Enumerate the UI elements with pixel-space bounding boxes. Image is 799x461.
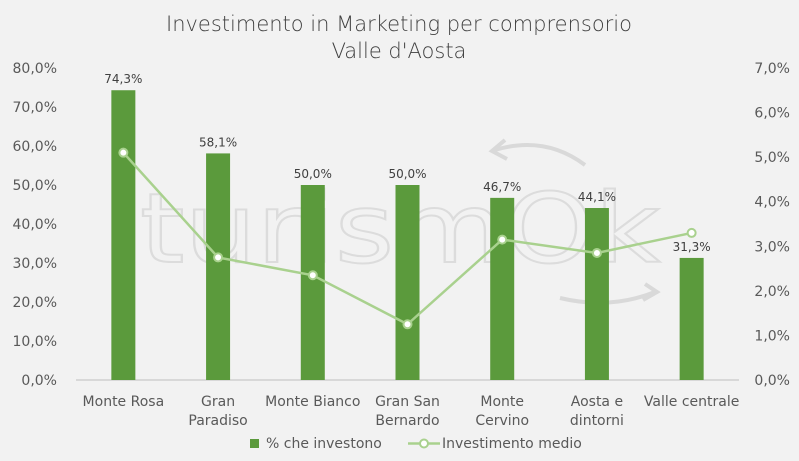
y-right-tick-label: 5,0% bbox=[754, 150, 790, 166]
line-series bbox=[118, 147, 697, 330]
line-point bbox=[118, 147, 129, 158]
y-left-tick-label: 0,0% bbox=[21, 373, 57, 389]
bar bbox=[206, 153, 231, 380]
chart-title-line-2: Valle d'Aosta bbox=[332, 39, 467, 63]
line-point bbox=[402, 319, 413, 330]
y-left-tick-label: 40,0% bbox=[13, 217, 57, 233]
bar-data-label: 46,7% bbox=[483, 180, 521, 194]
category-label: Valle centrale bbox=[644, 394, 739, 410]
y-left-tick-label: 30,0% bbox=[13, 256, 57, 272]
y-right-tick-label: 0,0% bbox=[754, 373, 790, 389]
y-right-tick-label: 1,0% bbox=[754, 328, 790, 344]
bar bbox=[679, 257, 704, 380]
bar-data-label: 44,1% bbox=[578, 190, 616, 204]
category-label: dintorni bbox=[570, 413, 624, 429]
y-left-tick-label: 20,0% bbox=[13, 295, 57, 311]
category-label: Gran bbox=[201, 394, 235, 410]
bar-data-label: 50,0% bbox=[388, 167, 426, 181]
category-label: Paradiso bbox=[188, 413, 247, 429]
bar bbox=[584, 208, 609, 380]
y-left-tick-label: 10,0% bbox=[13, 334, 57, 350]
data-labels: 74,3% 58,1% 50,0% 50,0% 46,7% 44,1% 31,3% bbox=[104, 72, 710, 254]
legend-bar-swatch bbox=[250, 439, 259, 448]
line-point bbox=[213, 252, 224, 263]
category-label: Cervino bbox=[475, 413, 529, 429]
bar bbox=[395, 185, 420, 380]
category-label: Aosta e bbox=[571, 394, 623, 410]
line-point bbox=[591, 247, 602, 258]
y-left-tick-label: 70,0% bbox=[13, 100, 57, 116]
legend-bar-label: % che investono bbox=[266, 436, 382, 452]
bar-data-label: 74,3% bbox=[104, 72, 142, 86]
y-right-tick-label: 2,0% bbox=[754, 284, 790, 300]
category-label: Monte bbox=[480, 394, 524, 410]
category-label: Monte Bianco bbox=[265, 394, 360, 410]
category-label: Monte Rosa bbox=[83, 394, 165, 410]
y-left-tick-label: 80,0% bbox=[13, 61, 57, 77]
bar-data-label: 31,3% bbox=[673, 240, 711, 254]
bar-series bbox=[111, 90, 704, 380]
bar bbox=[111, 90, 136, 380]
y-left-tick-label: 50,0% bbox=[13, 178, 57, 194]
legend: % che investono Investimento medio bbox=[250, 436, 582, 452]
y-left-tick-label: 60,0% bbox=[13, 139, 57, 155]
chart-title: Investimento in Marketing per comprensor… bbox=[166, 12, 632, 63]
bar-data-label: 58,1% bbox=[199, 135, 237, 149]
axes: 0,0% 10,0% 20,0% 30,0% 40,0% 50,0% 60,0% 70,0% 8… bbox=[13, 61, 790, 389]
bar-data-label: 50,0% bbox=[294, 167, 332, 181]
category-label: Gran San bbox=[375, 394, 440, 410]
legend-line-label: Investimento medio bbox=[442, 436, 582, 452]
y-right-tick-label: 4,0% bbox=[754, 195, 790, 211]
category-labels: Monte Rosa Gran Paradiso Monte Bianco Gran S… bbox=[83, 394, 740, 429]
line-point bbox=[307, 270, 318, 281]
bar bbox=[300, 185, 325, 380]
category-label: Bernardo bbox=[375, 413, 439, 429]
y-right-tick-label: 3,0% bbox=[754, 239, 790, 255]
line-point bbox=[497, 234, 508, 245]
line-point bbox=[686, 227, 697, 238]
y-right-tick-label: 6,0% bbox=[754, 106, 790, 122]
bar bbox=[490, 197, 515, 380]
chart-title-line-1: Investimento in Marketing per comprensor… bbox=[166, 12, 632, 36]
legend-line-marker bbox=[419, 438, 429, 449]
y-right-tick-label: 7,0% bbox=[754, 61, 790, 77]
